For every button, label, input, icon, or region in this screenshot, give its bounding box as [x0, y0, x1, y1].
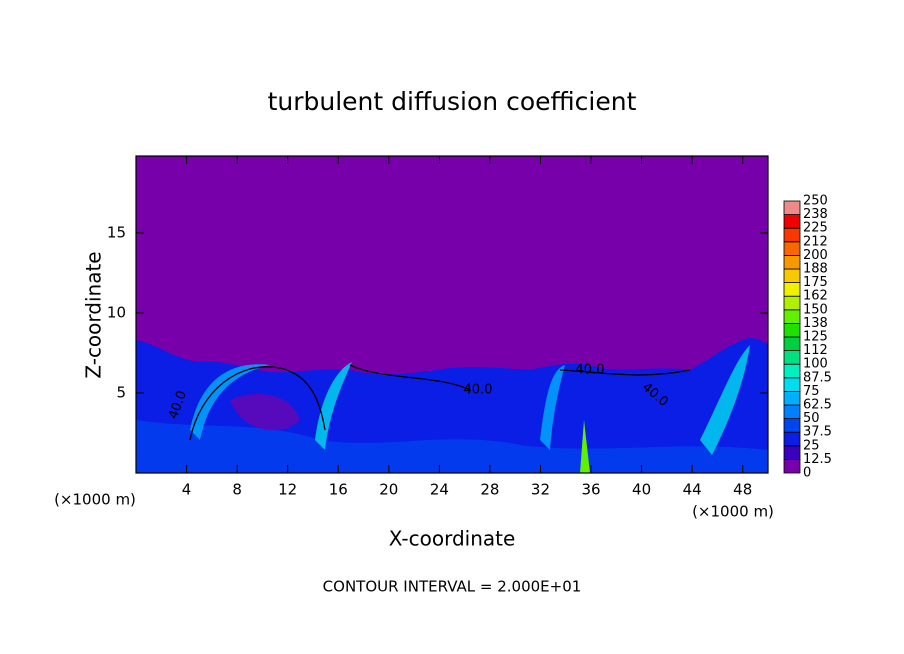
x-tick-label: 24	[430, 481, 449, 499]
colorbar-box	[783, 390, 801, 406]
x-tick-label: 40	[632, 481, 651, 499]
field-streak	[700, 345, 750, 455]
x-tick-label: 36	[581, 481, 600, 499]
colorbar-box	[783, 445, 801, 460]
field	[136, 156, 768, 473]
colorbar-label: 37.5	[803, 425, 832, 440]
colorbar-label: 200	[803, 248, 828, 263]
footer: CONTOUR INTERVAL = 2.000E+01	[323, 578, 582, 596]
contour-label: 40.0	[576, 363, 605, 378]
colorbar-box	[783, 295, 801, 311]
y-tick-label: 5	[116, 383, 126, 401]
x-tick-label: 8	[232, 481, 242, 499]
colorbar-label: 138	[803, 316, 828, 331]
x-tick-label: 28	[480, 481, 499, 499]
colorbar-label: 125	[803, 330, 828, 345]
x-tick-label: 12	[278, 481, 297, 499]
y-tick-label: 15	[107, 223, 126, 241]
y-axis-title: Z-coordinate	[82, 251, 106, 378]
contour-label: 40.0	[464, 383, 493, 398]
x-unit: (×1000 m)	[54, 491, 136, 509]
colorbar-box	[783, 282, 801, 297]
colorbar-label: 150	[803, 302, 828, 317]
colorbar-label: 238	[803, 207, 828, 222]
colorbar-box	[783, 458, 801, 474]
colorbar-box	[783, 214, 801, 229]
colorbar-label: 75	[803, 384, 820, 399]
colorbar-label: 175	[803, 275, 828, 290]
colorbar-label: 162	[803, 289, 828, 304]
colorbar-box	[783, 254, 801, 270]
colorbar-label: 50	[803, 411, 820, 426]
colorbar-box	[783, 363, 801, 379]
contour-line	[189, 364, 691, 441]
x-tick-label: 16	[329, 481, 348, 499]
x-unit: (×1000 m)	[692, 503, 774, 521]
plot-frame	[135, 155, 769, 474]
colorbar-box	[783, 227, 801, 243]
x-axis-title: X-coordinate	[389, 527, 516, 551]
chart-title: turbulent diffusion coefficient	[268, 87, 637, 116]
colorbar-box	[783, 404, 801, 420]
y-tick-label: 10	[107, 303, 126, 321]
colorbar-label: 87.5	[803, 370, 832, 385]
colorbar-box	[783, 309, 801, 324]
colorbar-box	[783, 336, 801, 352]
colorbar-label: 25	[803, 438, 820, 453]
colorbar-label: 100	[803, 357, 828, 372]
colorbar-label: 188	[803, 262, 828, 277]
colorbar-box	[783, 350, 801, 365]
field-streak	[540, 365, 565, 450]
x-tick-label: 32	[531, 481, 550, 499]
colorbar-box	[783, 418, 801, 433]
colorbar-label: 62.5	[803, 398, 832, 413]
colorbar-label: 0	[803, 466, 811, 481]
field-streak	[580, 420, 590, 473]
field-region	[230, 394, 300, 431]
x-tick-label: 44	[683, 481, 702, 499]
colorbar-box	[783, 377, 801, 392]
x-tick-label: 20	[379, 481, 398, 499]
x-tick-label: 4	[182, 481, 192, 499]
colorbar-box	[783, 431, 801, 447]
colorbar-box	[783, 322, 801, 338]
field-region	[136, 420, 768, 473]
colorbar-label: 212	[803, 234, 828, 249]
colorbar-label: 12.5	[803, 452, 832, 467]
colorbar-box	[783, 268, 801, 284]
colorbar-box	[783, 200, 801, 216]
colorbar-label: 250	[803, 194, 828, 209]
colorbar-box	[783, 241, 801, 256]
colorbar-label: 225	[803, 221, 828, 236]
x-tick-label: 48	[733, 481, 752, 499]
colorbar-label: 112	[803, 343, 828, 358]
